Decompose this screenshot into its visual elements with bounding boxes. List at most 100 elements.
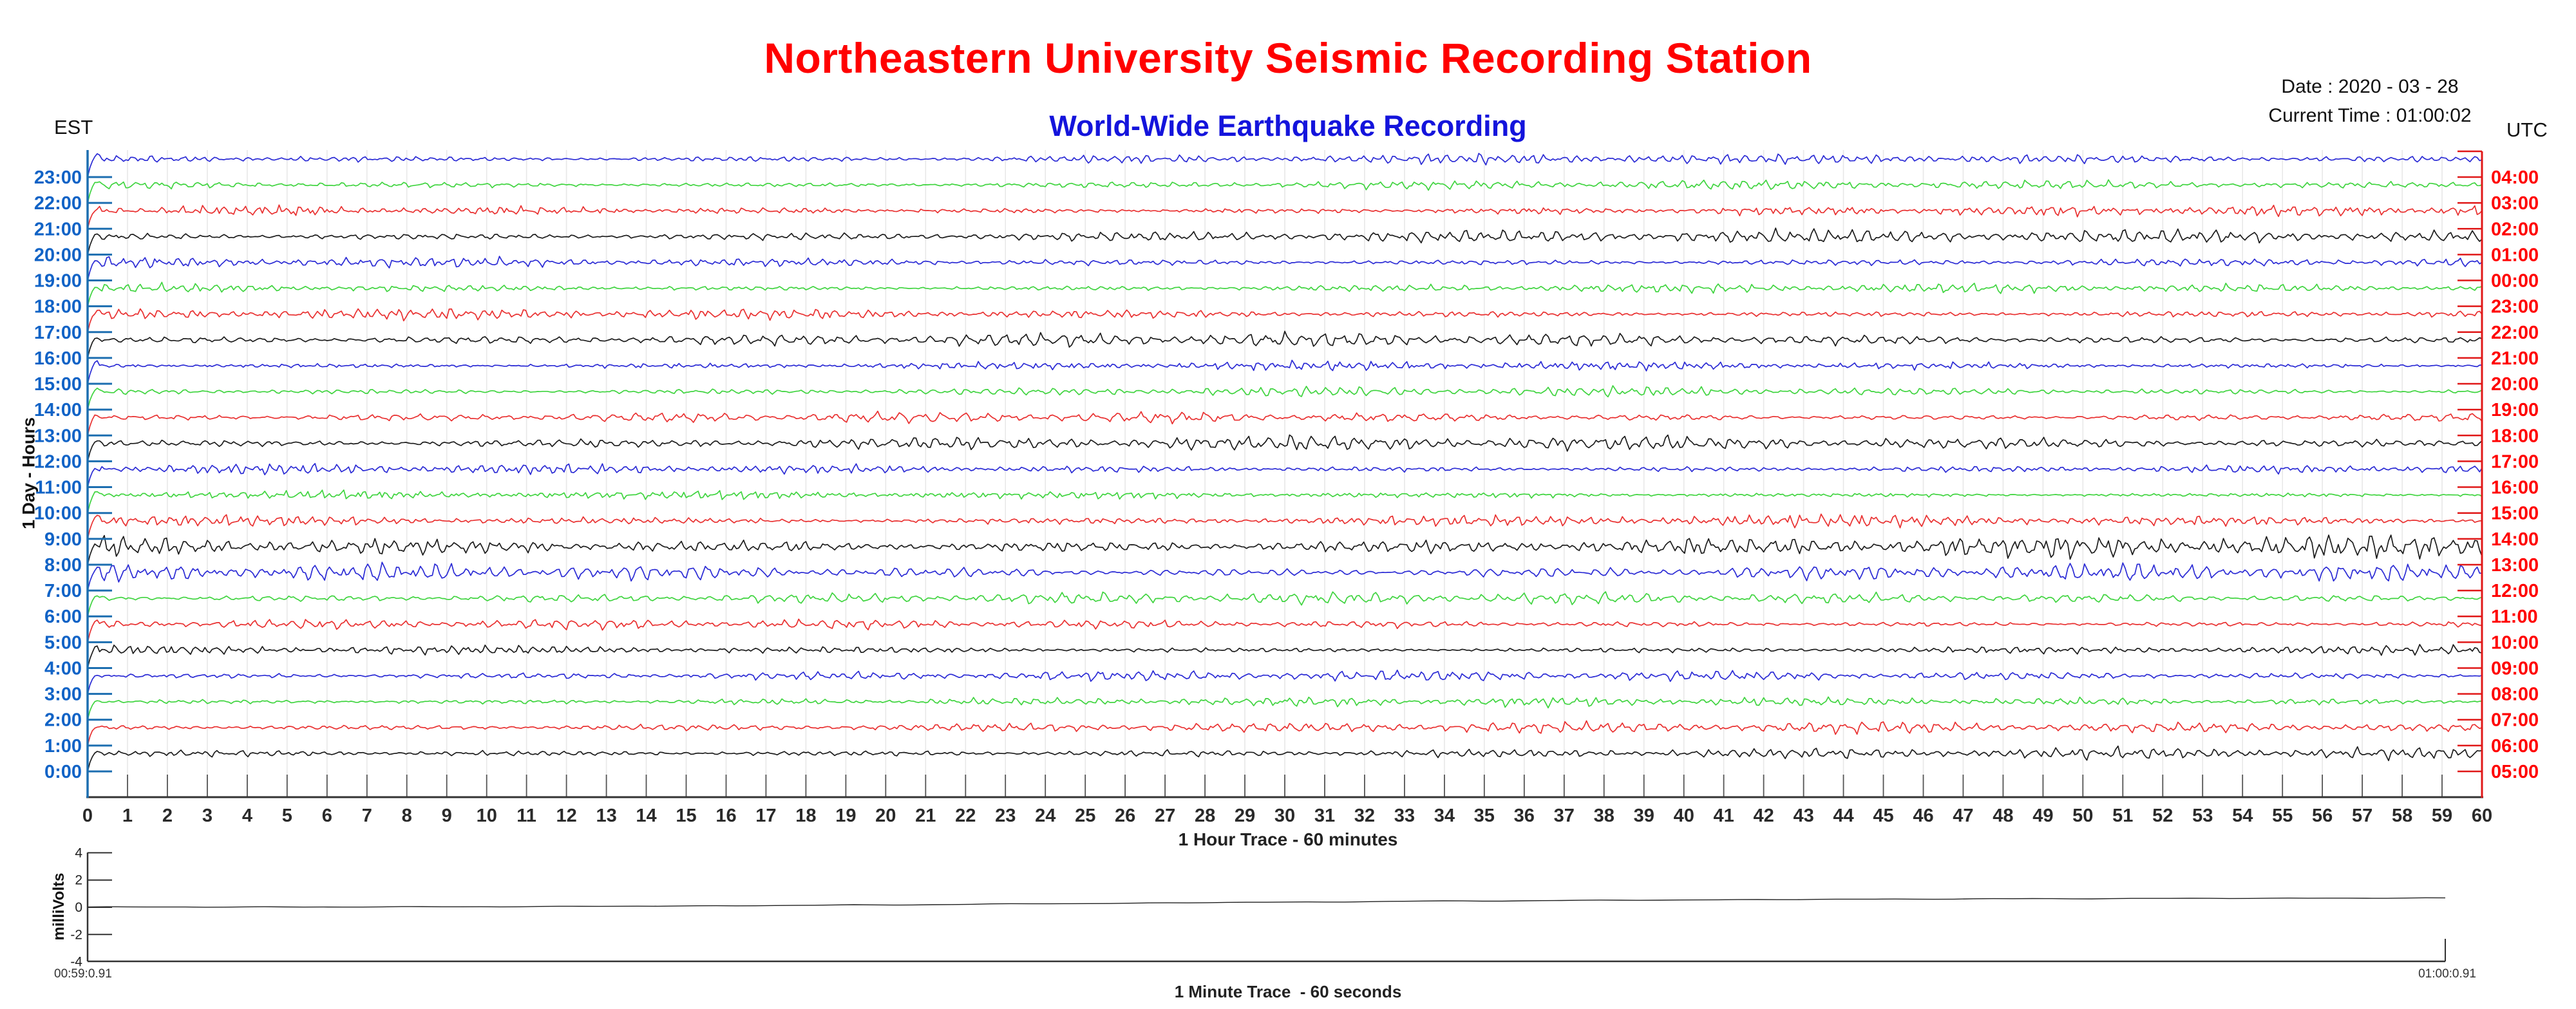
minute-tick-label: 31 [1314, 806, 1335, 826]
mv-tick-label: 4 [75, 845, 82, 860]
minute-tick-label: 32 [1354, 806, 1375, 826]
minute-ticks [127, 775, 2443, 797]
trace-row-16:00 [87, 330, 2483, 359]
millivolts-axis-title: milliVolts [50, 872, 68, 941]
trace-row-13:00 [87, 410, 2483, 437]
utc-hour-label: 19:00 [2491, 400, 2539, 420]
est-hour-label: 8:00 [44, 555, 82, 576]
est-hour-label: 12:00 [34, 451, 82, 472]
minute-tick-labels: 0 1 2 3 4 5 6 7 8 9 10 11 12 13 14 15 16 17 18 19 20 21 22 23 24… [82, 806, 2492, 826]
day-hours-axis-title: 1 Day - Hours [19, 417, 39, 530]
minute-tick-label: 24 [1035, 806, 1056, 826]
minute-tick-label: 10 [477, 806, 497, 826]
trace-row-17:00 [87, 308, 2483, 333]
minute-tick-label: 29 [1235, 806, 1255, 826]
minute-tick-label: 40 [1674, 806, 1694, 826]
minute-tick-label: 42 [1753, 806, 1774, 826]
trace-row-15:00 [87, 359, 2483, 384]
minute-tick-label: 46 [1913, 806, 1933, 826]
minute-tick-label: 55 [2272, 806, 2293, 826]
minute-tick-label: 20 [875, 806, 896, 826]
date-label: Date : 2020 - 03 - 28 [2281, 76, 2459, 97]
minute-tick-label: 25 [1075, 806, 1095, 826]
trace-row-18:00 [87, 281, 2483, 307]
minute-tick-label: 6 [322, 806, 332, 826]
right-timezone-label: UTC [2506, 118, 2548, 141]
utc-hour-label: 15:00 [2491, 504, 2539, 524]
utc-hour-label: 18:00 [2491, 426, 2539, 446]
minute-tick-label: 22 [955, 806, 976, 826]
minute-tick-label: 26 [1115, 806, 1135, 826]
minute-tick-label: 27 [1155, 806, 1175, 826]
trace-row-11:00 [87, 463, 2483, 488]
minute-tick-label: 34 [1434, 806, 1455, 826]
minute-tick-label: 3 [202, 806, 213, 826]
minute-tick-label: 5 [282, 806, 292, 826]
current-time-label: Current Time : 01:00:02 [2268, 105, 2472, 126]
minute-tick-label: 16 [715, 806, 736, 826]
minute-tick-label: 28 [1195, 806, 1215, 826]
trace-row-12:00 [87, 434, 2483, 462]
est-hour-label: 7:00 [44, 581, 82, 601]
minute-tick-label: 38 [1594, 806, 1615, 826]
est-hour-label: 18:00 [34, 297, 82, 317]
minute-tick-label: 44 [1833, 806, 1853, 826]
est-hour-label: 0:00 [44, 762, 82, 782]
est-hour-label: 15:00 [34, 374, 82, 395]
minute-tick-label: 48 [1993, 806, 2013, 826]
est-hour-label: 17:00 [34, 323, 82, 343]
minute-tick-label: 30 [1274, 806, 1295, 826]
minute-tick-label: 0 [82, 806, 93, 826]
minute-tick-label: 59 [2432, 806, 2452, 826]
utc-hour-label: 12:00 [2491, 581, 2539, 601]
utc-hour-label: 21:00 [2491, 348, 2539, 369]
est-hour-label: 13:00 [34, 426, 82, 446]
trace-row-9:00 [87, 513, 2483, 540]
est-hour-label: 9:00 [44, 529, 82, 550]
est-hour-label: 20:00 [34, 245, 82, 265]
minute-trace-end-time: 01:00:0.91 [2418, 967, 2476, 981]
utc-hour-label: 22:00 [2491, 323, 2539, 343]
mv-tick-label: -2 [70, 927, 82, 942]
mv-tick-label: 2 [75, 873, 82, 888]
est-hour-label: 3:00 [44, 684, 82, 705]
datetime-panel: Date : 2020 - 03 - 28 Current Time : 01:… [2228, 72, 2512, 130]
minute-tick-label: 47 [1953, 806, 1973, 826]
minute-gridlines [127, 150, 2443, 797]
page-title: Northeastern University Seismic Recordin… [764, 34, 1812, 82]
trace-row-6:00 [87, 591, 2483, 618]
minute-tick-label: 21 [915, 806, 936, 826]
minute-tick-label: 18 [795, 806, 816, 826]
minute-tick-label: 39 [1634, 806, 1654, 826]
minute-trace-start-time: 00:59:0.91 [54, 967, 112, 981]
utc-hour-label: 08:00 [2491, 684, 2539, 705]
utc-hour-label: 17:00 [2491, 451, 2539, 472]
minute-tick-label: 8 [402, 806, 412, 826]
trace-row-22:00 [87, 179, 2483, 203]
minute-trace-panel: 4 2 0 -2 -4 [70, 845, 2446, 970]
est-hour-label: 16:00 [34, 348, 82, 369]
minute-tick-label: 57 [2352, 806, 2372, 826]
minute-tick-label: 4 [242, 806, 252, 826]
minute-tick-label: 51 [2112, 806, 2133, 826]
trace-row-14:00 [87, 385, 2483, 411]
minute-tick-label: 35 [1474, 806, 1495, 826]
trace-row-0:00 [87, 745, 2483, 772]
utc-hour-label: 07:00 [2491, 710, 2539, 731]
utc-hour-label: 09:00 [2491, 658, 2539, 679]
minute-tick-label: 36 [1514, 806, 1535, 826]
est-hour-label: 11:00 [35, 478, 82, 498]
est-hour-label: 21:00 [34, 219, 82, 240]
minute-tick-label: 2 [162, 806, 173, 826]
minute-tick-label: 33 [1394, 806, 1415, 826]
utc-hour-label: 20:00 [2491, 374, 2539, 395]
minute-tick-label: 52 [2152, 806, 2173, 826]
est-hour-label: 23:00 [34, 167, 82, 188]
utc-hour-label: 02:00 [2491, 219, 2539, 240]
est-hour-label: 19:00 [34, 271, 82, 292]
minute-tick-label: 12 [556, 806, 576, 826]
trace-row-5:00 [87, 618, 2483, 643]
utc-hour-label: 14:00 [2491, 529, 2539, 550]
minute-tick-label: 41 [1713, 806, 1734, 826]
